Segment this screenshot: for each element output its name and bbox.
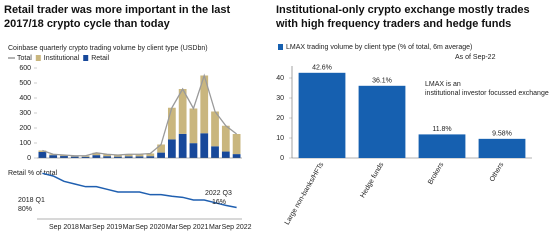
x-tick-label: Sep 2022 [221, 224, 252, 231]
bar-segment [92, 152, 101, 156]
x-tick-label: Sep 2020 [135, 224, 166, 231]
bar-segment [211, 111, 219, 147]
bar-segment [221, 151, 230, 158]
bar [418, 134, 466, 158]
bar-segment [146, 153, 155, 157]
y-tick-label: 40 [276, 75, 284, 82]
y-tick-label: 0 [27, 155, 31, 162]
bar-segment [135, 156, 144, 158]
bar-segment [60, 156, 68, 158]
bar [478, 138, 526, 158]
bar-segment [92, 155, 101, 158]
bar-segment [167, 107, 176, 140]
total-line [42, 73, 237, 157]
y-tick-label: 400 [19, 95, 31, 102]
y-tick-label: 600 [19, 65, 31, 72]
bar-segment [103, 156, 112, 158]
bar-segment [135, 154, 144, 157]
bar-segment [146, 156, 155, 158]
y-tick-label: 0 [280, 155, 284, 162]
legend-swatch [278, 44, 283, 50]
bar-segment [211, 146, 219, 158]
bar-segment [232, 154, 241, 158]
x-tick-label: Mar [165, 224, 178, 231]
y-tick-label: 20 [276, 115, 284, 122]
x-tick-label: Hedge funds [359, 161, 385, 199]
bar-segment [103, 154, 112, 157]
x-tick-label: Sep 2019 [92, 224, 123, 231]
x-tick-label: Large non-banks/HFTs [284, 161, 326, 226]
bar-segment [114, 156, 122, 158]
note: As of Sep-22 [455, 54, 496, 61]
legend-swatch [35, 55, 41, 61]
bar-segment [70, 156, 79, 158]
x-tick-label: Sep 2018 [48, 224, 79, 231]
bar-segment [157, 152, 165, 158]
bar-segment [49, 155, 58, 158]
y-tick-label: 500 [19, 80, 31, 87]
annotation: 2018 Q1 [18, 197, 45, 204]
bar-segment [114, 155, 122, 157]
chart-subtitle: Coinbase quarterly crypto trading volume… [8, 45, 208, 52]
y-tick-label: 200 [19, 125, 31, 132]
bar-segment [81, 156, 90, 158]
bar-segment [124, 154, 133, 157]
bar-segment [167, 139, 176, 158]
value-label: 11.8% [432, 126, 451, 133]
legend-label: Retail [91, 55, 109, 62]
retail-line [42, 172, 237, 209]
panel-title: Retail % of total [8, 170, 57, 177]
value-label: 9.58% [492, 131, 512, 138]
x-tick-label: Mar [208, 224, 222, 231]
value-label: 36.1% [372, 78, 392, 85]
bar-segment [200, 75, 209, 134]
bar-segment [232, 134, 241, 155]
bar-segment [38, 150, 47, 152]
x-tick-label: Brokers [427, 161, 445, 186]
x-tick-label: Mar [122, 224, 135, 231]
bar-segment [157, 144, 165, 153]
bar-segment [178, 133, 187, 158]
bar [358, 85, 406, 158]
annotation: 80% [18, 206, 32, 213]
chart-title: Retail trader was more important in the … [4, 4, 231, 30]
annotation: 16% [212, 199, 226, 206]
annotation: 2022 Q3 [205, 190, 232, 197]
chart-title: Institutional-only crypto exchange mostl… [276, 4, 530, 30]
chart-subtitle: LMAX trading volume by client type (% of… [286, 44, 472, 51]
bar-segment [200, 133, 209, 158]
legend-label: Institutional [44, 55, 80, 62]
y-tick-label: 100 [19, 140, 31, 147]
bar-segment [221, 125, 230, 152]
annotation: LMAX is an institutional investor focusse… [425, 81, 549, 97]
x-tick-label: Mar [79, 224, 92, 231]
y-tick-label: 10 [276, 135, 284, 142]
bar-segment [178, 89, 187, 134]
x-tick-label: Sep 2021 [178, 224, 209, 231]
legend-swatch [83, 55, 89, 61]
bar-segment [189, 108, 198, 144]
x-tick-label: Others [489, 161, 506, 183]
bar-segment [124, 156, 133, 158]
value-label: 42.6% [312, 65, 332, 72]
legend-label: Total [17, 55, 32, 62]
y-tick-label: 30 [276, 95, 284, 102]
bar-segment [189, 143, 198, 158]
bar [298, 72, 346, 158]
y-tick-label: 300 [19, 110, 31, 117]
bar-segment [38, 152, 47, 158]
